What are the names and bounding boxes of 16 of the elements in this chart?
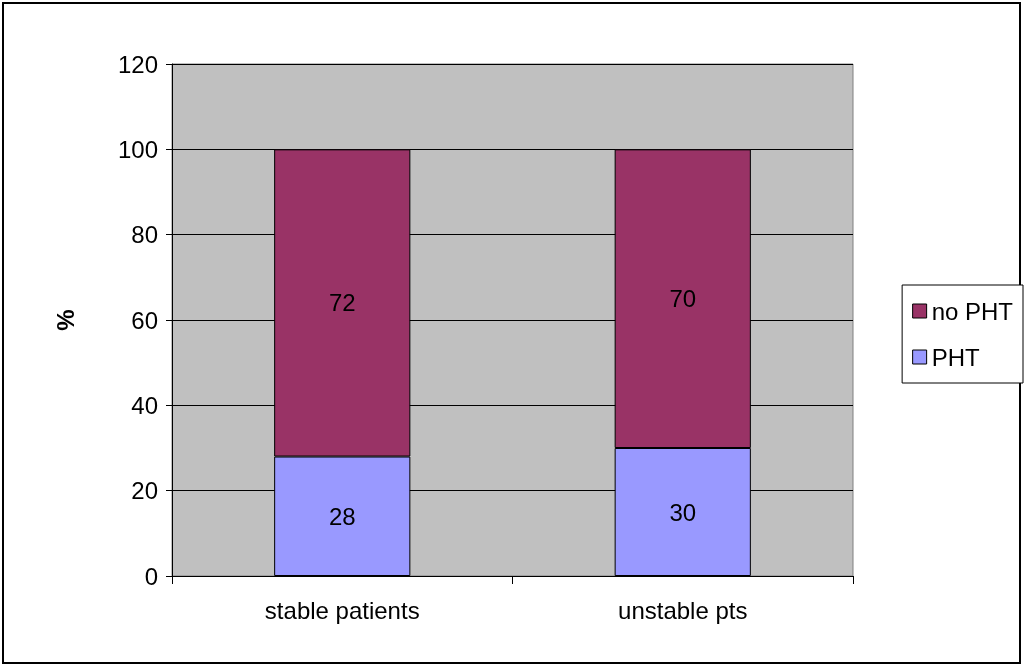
data-label: 70: [669, 285, 697, 313]
y-tick-label: 100: [117, 135, 158, 163]
y-tick-label: 0: [144, 562, 158, 590]
x-tick-label: stable patients: [264, 596, 420, 624]
y-axis-title: %: [51, 309, 79, 331]
data-label: 72: [328, 289, 356, 317]
data-label: 30: [669, 498, 697, 526]
y-tick-label: 60: [131, 306, 158, 334]
y-tick-label: 20: [131, 477, 158, 505]
data-label: 28: [328, 502, 356, 530]
y-tick-label: 120: [117, 50, 158, 78]
y-tick-label: 40: [131, 391, 158, 419]
legend-label: PHT: [931, 343, 980, 371]
y-tick-label: 80: [131, 221, 158, 249]
legend-label: no PHT: [931, 297, 1014, 325]
x-tick-label: unstable pts: [618, 596, 748, 624]
